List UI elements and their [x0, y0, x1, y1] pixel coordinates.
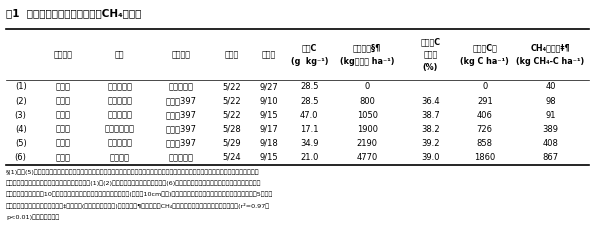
Text: 47.0: 47.0 — [300, 111, 318, 120]
Text: 39.0: 39.0 — [421, 153, 440, 162]
Text: 1050: 1050 — [357, 111, 378, 120]
Text: (6): (6) — [15, 153, 27, 162]
Text: 9/27: 9/27 — [259, 82, 278, 91]
Text: 9/15: 9/15 — [259, 111, 278, 120]
Text: 三笠市: 三笠市 — [55, 82, 70, 91]
Text: 0: 0 — [482, 82, 487, 91]
Text: め搜出が困難となり、圃場に稲わらが残された。(1)と(2)は同一圃場で測定年が異なる。(6)の圃場は稲わらの持ち出しは行わない管理がされ: め搜出が困難となり、圃場に稲わらが残された。(1)と(2)は同一圃場で測定年が異… — [6, 180, 261, 186]
Text: 稲わら量§¶: 稲わら量§¶ — [353, 44, 381, 53]
Text: 800: 800 — [359, 97, 375, 106]
Text: 9/10: 9/10 — [259, 97, 278, 106]
Text: ロータリーによって耕起された。‡生育期間(移植日から収穫期)の積算量。¶稲わら量とCH₄発生量との間には正の有意な相関関係(r²=0.97、: ロータリーによって耕起された。‡生育期間(移植日から収穫期)の積算量。¶稲わら量… — [6, 203, 270, 209]
Text: 9/18: 9/18 — [259, 139, 278, 148]
Text: 1900: 1900 — [357, 125, 378, 134]
Text: 28.5: 28.5 — [300, 82, 318, 91]
Text: 5/24: 5/24 — [223, 153, 242, 162]
Text: 5/29: 5/29 — [223, 139, 242, 148]
Text: 867: 867 — [543, 153, 559, 162]
Text: きらら397: きらら397 — [166, 139, 197, 148]
Text: 408: 408 — [543, 139, 559, 148]
Text: (3): (3) — [15, 111, 27, 120]
Text: 収穫日: 収穫日 — [262, 50, 276, 59]
Text: 稲わらC: 稲わらC — [420, 37, 440, 46]
Text: 17.1: 17.1 — [300, 125, 318, 134]
Text: 36.4: 36.4 — [421, 97, 440, 106]
Text: 9/17: 9/17 — [259, 125, 278, 134]
Text: 1860: 1860 — [474, 153, 496, 162]
Text: 0: 0 — [365, 82, 370, 91]
Text: (1): (1) — [15, 82, 27, 91]
Text: ほしのゆめ: ほしのゆめ — [169, 153, 194, 162]
Text: 389: 389 — [543, 125, 559, 134]
Text: §(1)から(5)の圃場は基本的に、収穫後、稲わらを圃場から持ち出す管理を行っている。測定該当年は、稲わら搜出途中に降雨があり、そのた: §(1)から(5)の圃場は基本的に、収穫後、稲わらを圃場から持ち出す管理を行って… — [6, 169, 259, 175]
Text: (kg CH₄-C ha⁻¹): (kg CH₄-C ha⁻¹) — [516, 57, 585, 66]
Text: (5): (5) — [15, 139, 27, 148]
Text: (2): (2) — [15, 97, 27, 106]
Text: ている。対象圃場は、10年以上、水田として利用されている。山り株(山り高10cm程度)は全ての圃場で残されている。圃場は、収穫翔年5月に、: ている。対象圃場は、10年以上、水田として利用されている。山り株(山り高10cm… — [6, 192, 273, 197]
Text: 移植日: 移植日 — [225, 50, 239, 59]
Text: 98: 98 — [545, 97, 556, 106]
Text: (kg C ha⁻¹): (kg C ha⁻¹) — [461, 57, 509, 66]
Text: きらら397: きらら397 — [166, 97, 197, 106]
Text: 疑似グライ土: 疑似グライ土 — [105, 125, 135, 134]
Text: 9/15: 9/15 — [259, 153, 278, 162]
Text: 858: 858 — [477, 139, 493, 148]
Text: ななつぼし: ななつぼし — [169, 82, 194, 91]
Text: (g  kg⁻¹): (g kg⁻¹) — [290, 57, 328, 66]
Text: p<0.01)が認められる。: p<0.01)が認められる。 — [6, 214, 59, 220]
Text: 三笠市: 三笠市 — [55, 139, 70, 148]
Text: 291: 291 — [477, 97, 493, 106]
Text: 34.9: 34.9 — [300, 139, 318, 148]
Text: 38.2: 38.2 — [421, 125, 440, 134]
Text: グライ土: グライ土 — [110, 153, 130, 162]
Text: 三笠市: 三笠市 — [55, 97, 70, 106]
Text: 38.7: 38.7 — [421, 111, 440, 120]
Text: (4): (4) — [15, 125, 27, 134]
Text: 5/22: 5/22 — [223, 111, 242, 120]
Text: 稲わらC量: 稲わらC量 — [472, 44, 497, 53]
Text: 三笠市: 三笠市 — [55, 111, 70, 120]
Text: きらら397: きらら397 — [166, 111, 197, 120]
Text: 灰色低地土: 灰色低地土 — [107, 97, 132, 106]
Text: きらら397: きらら397 — [166, 125, 197, 134]
Text: 含有率: 含有率 — [423, 50, 437, 59]
Text: 406: 406 — [477, 111, 493, 120]
Text: 4770: 4770 — [356, 153, 378, 162]
Text: 土壌: 土壌 — [115, 50, 124, 59]
Text: 灰色低地土: 灰色低地土 — [107, 82, 132, 91]
Text: 39.2: 39.2 — [421, 139, 440, 148]
Text: 栽培品種: 栽培品種 — [172, 50, 191, 59]
Text: CH₄発生量‡¶: CH₄発生量‡¶ — [531, 44, 571, 53]
Text: (%): (%) — [422, 63, 438, 72]
Text: 三笠市: 三笠市 — [55, 125, 70, 134]
Text: 5/22: 5/22 — [223, 97, 242, 106]
Text: 美喔市: 美喔市 — [55, 153, 70, 162]
Text: 28.5: 28.5 — [300, 97, 318, 106]
Text: 21.0: 21.0 — [300, 153, 318, 162]
Text: 2190: 2190 — [357, 139, 378, 148]
Text: 褐色低地土: 褐色低地土 — [107, 139, 132, 148]
Text: 91: 91 — [545, 111, 556, 120]
Text: 726: 726 — [477, 125, 493, 134]
Text: 調査地点: 調査地点 — [54, 50, 73, 59]
Text: 5/28: 5/28 — [223, 125, 242, 134]
Text: 土壌C: 土壌C — [302, 44, 317, 53]
Text: 5/22: 5/22 — [223, 82, 242, 91]
Text: 灰色低地土: 灰色低地土 — [107, 111, 132, 120]
Text: 40: 40 — [545, 82, 556, 91]
Text: 表1  調査圃場の管理状況およびCH₄発生量: 表1 調査圃場の管理状況およびCH₄発生量 — [6, 8, 142, 18]
Text: (kg乾物重 ha⁻¹): (kg乾物重 ha⁻¹) — [340, 57, 394, 66]
